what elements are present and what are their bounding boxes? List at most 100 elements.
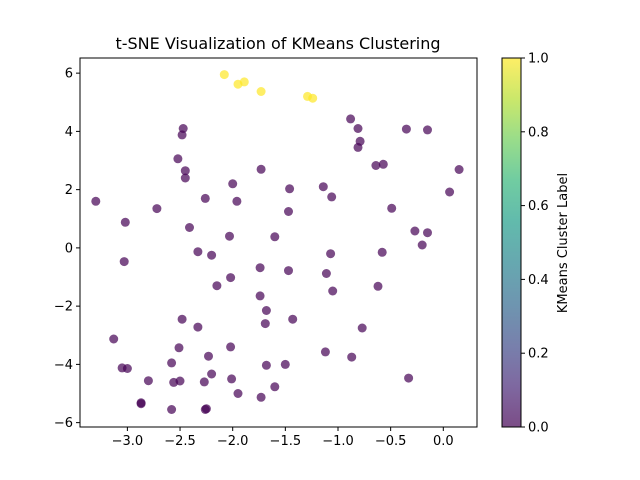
scatter-point-8 [119, 257, 129, 267]
scatter-point-33 [288, 314, 298, 324]
scatter-point-2 [239, 77, 249, 87]
scatter-point-20 [232, 196, 242, 206]
colorbar-tick-label-1: 0.2 [528, 347, 549, 362]
scatter-point-49 [401, 124, 411, 134]
scatter-point-75 [227, 374, 237, 384]
chart-title: t-SNE Visualization of KMeans Clustering [115, 34, 440, 53]
colorbar-tick-label-2: 0.4 [528, 273, 549, 288]
scatter-point-58 [122, 364, 132, 373]
scatter-point-68 [193, 322, 203, 332]
y-tick-label-1: −4 [54, 358, 73, 373]
scatter-point-29 [284, 266, 293, 276]
colorbar-tick-label-4: 0.8 [528, 125, 549, 140]
scatter-point-50 [423, 125, 432, 135]
scatter-point-45 [387, 203, 397, 213]
scatter-point-53 [410, 226, 420, 236]
scatter-point-71 [199, 377, 209, 387]
scatter-point-34 [318, 182, 328, 192]
scatter-point-18 [207, 250, 217, 260]
scatter-point-28 [284, 207, 293, 216]
scatter-point-42 [353, 142, 363, 152]
scatter-point-64 [167, 358, 177, 368]
scatter-point-32 [260, 319, 270, 329]
scatter-point-15 [185, 223, 194, 232]
scatter-points [91, 70, 464, 414]
x-tick-label-2: −2.0 [217, 434, 249, 449]
scatter-point-73 [200, 405, 210, 414]
scatter-point-44 [378, 159, 388, 169]
x-axis: −3.0 −2.5 −2.0 −1.5 −1.0 −0.5 0.0 [112, 427, 454, 449]
scatter-point-81 [320, 347, 330, 357]
scatter-point-43 [371, 161, 381, 170]
x-tick-label-6: 0.0 [433, 434, 454, 449]
scatter-point-10 [173, 154, 183, 164]
scatter-point-40 [353, 124, 363, 133]
colorbar-axis: 0.0 0.2 0.4 0.6 0.8 1.0 [521, 52, 549, 436]
scatter-point-51 [454, 165, 464, 174]
scatter-point-36 [326, 249, 336, 259]
scatter-point-79 [270, 382, 280, 392]
y-tick-label-0: −6 [54, 416, 73, 431]
scatter-point-19 [228, 179, 238, 189]
scatter-point-80 [280, 359, 290, 369]
scatter-point-16 [200, 193, 210, 203]
scatter-point-25 [255, 263, 265, 273]
scatter-point-30 [255, 291, 265, 301]
scatter-point-55 [417, 240, 427, 250]
colorbar-tick-label-5: 1.0 [528, 52, 549, 67]
scatter-point-17 [193, 247, 203, 257]
scatter-point-82 [347, 352, 357, 362]
scatter-point-67 [167, 405, 177, 414]
scatter-point-6 [91, 196, 101, 206]
x-tick-label-5: −0.5 [375, 434, 407, 449]
scatter-point-14 [180, 173, 190, 183]
x-tick-label-1: −2.5 [164, 434, 196, 449]
scatter-point-7 [120, 217, 130, 227]
scatter-point-23 [212, 281, 222, 291]
scatter-point-21 [225, 231, 234, 241]
scatter-point-3 [256, 87, 266, 96]
scatter-point-78 [256, 392, 266, 402]
scatter-point-26 [270, 232, 280, 242]
scatter-point-62 [177, 314, 187, 324]
scatter-point-74 [226, 342, 236, 352]
y-tick-label-4: 2 [65, 183, 73, 198]
scatter-point-56 [109, 334, 119, 344]
scatter-point-77 [261, 360, 271, 370]
scatter-point-46 [377, 247, 387, 257]
plot-frame [79, 57, 478, 428]
scatter-point-54 [423, 228, 432, 238]
scatter-point-76 [233, 389, 243, 398]
scatter-point-22 [226, 273, 236, 283]
scatter-point-12 [178, 124, 188, 133]
scatter-point-5 [308, 93, 318, 103]
scatter-point-66 [175, 376, 185, 386]
scatter-point-59 [143, 376, 153, 386]
colorbar-tick-label-3: 0.6 [528, 199, 549, 214]
colorbar [502, 58, 521, 427]
scatter-point-31 [261, 306, 271, 315]
x-tick-label-0: −3.0 [112, 434, 144, 449]
colorbar-label: KMeans Cluster Label [556, 173, 571, 313]
scatter-point-0 [219, 70, 229, 80]
scatter-point-63 [174, 343, 184, 353]
y-tick-label-2: −2 [54, 300, 73, 315]
scatter-point-13 [180, 166, 190, 176]
scatter-point-48 [357, 323, 367, 333]
scatter-point-69 [204, 351, 213, 361]
scatter-point-9 [152, 204, 162, 214]
scatter-point-47 [373, 281, 383, 291]
colorbar-frame [501, 57, 522, 428]
scatter-point-35 [327, 192, 337, 202]
scatter-point-70 [207, 369, 217, 379]
y-tick-label-6: 6 [65, 67, 73, 82]
y-tick-label-5: 4 [65, 125, 73, 140]
scatter-point-61 [136, 399, 146, 409]
x-tick-label-4: −1.0 [322, 434, 354, 449]
colorbar-tick-label-0: 0.0 [528, 421, 549, 436]
y-axis: −6 −4 −2 0 2 4 6 [54, 67, 80, 431]
scatter-point-38 [328, 286, 338, 296]
y-tick-label-3: 0 [65, 241, 73, 256]
scatter-point-27 [285, 184, 295, 194]
